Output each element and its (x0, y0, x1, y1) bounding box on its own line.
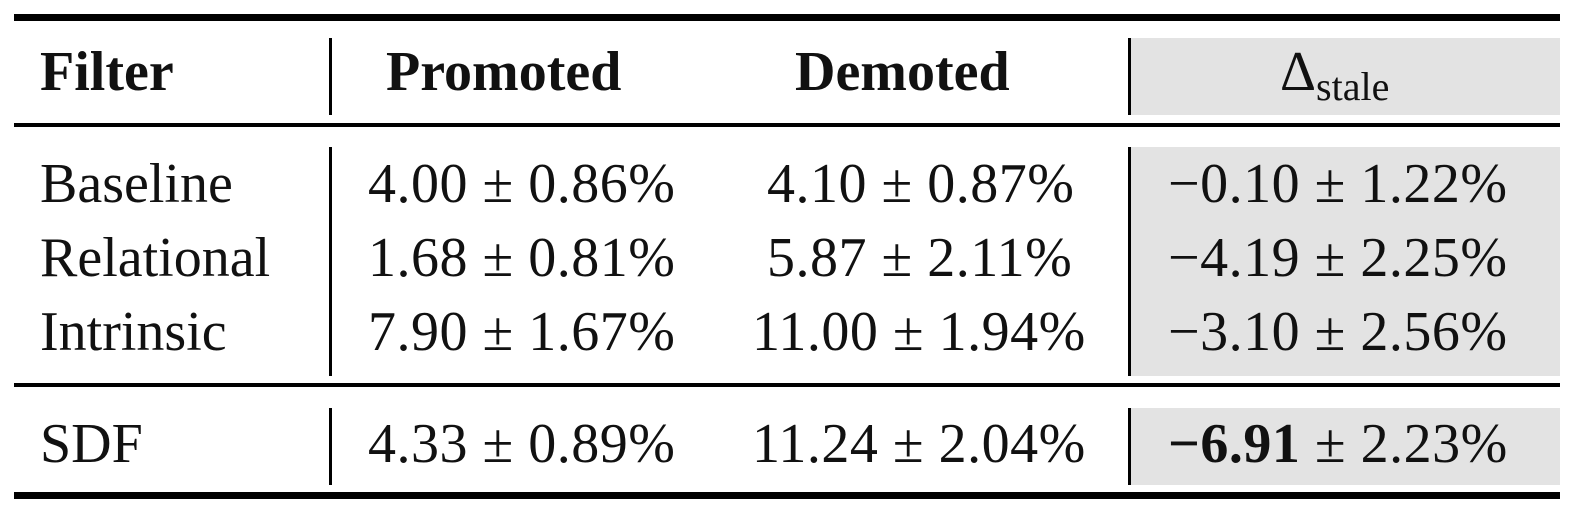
delta-body-shade (1131, 147, 1560, 376)
delta-subscript: stale (1316, 64, 1390, 109)
row-demoted: 4.10 ± 0.87% (767, 153, 1075, 215)
delta-final-shade (1131, 408, 1560, 485)
filter-column-separator (329, 408, 332, 485)
final-row-demoted: 11.24 ± 2.04% (752, 413, 1086, 475)
row-demoted: 11.00 ± 1.94% (752, 301, 1086, 363)
row-filter: Intrinsic (40, 301, 227, 363)
row-promoted: 1.68 ± 0.81% (368, 227, 676, 289)
header-rule (14, 123, 1560, 127)
final-row-filter: SDF (40, 413, 143, 475)
row-filter: Baseline (40, 153, 233, 215)
row-demoted: 5.87 ± 2.11% (767, 227, 1073, 289)
delta-column-separator (1128, 147, 1131, 376)
table-bottom-rule (14, 492, 1560, 499)
row-delta: −3.10 ± 2.56% (1168, 301, 1508, 363)
table-top-rule (14, 14, 1560, 21)
final-row-delta-error: ± 2.23% (1300, 413, 1508, 475)
row-filter: Relational (40, 227, 271, 289)
delta-header-shade (1131, 38, 1560, 115)
header-delta-stale: Δstale (1280, 44, 1389, 107)
section-rule (14, 383, 1560, 387)
final-row-promoted: 4.33 ± 0.89% (368, 413, 676, 475)
final-row-delta-value: −6.91 (1168, 413, 1301, 475)
final-row-delta: −6.91 ± 2.23% (1168, 416, 1508, 472)
row-delta: −0.10 ± 1.22% (1168, 153, 1508, 215)
delta-column-separator (1128, 38, 1131, 115)
row-promoted: 7.90 ± 1.67% (368, 301, 676, 363)
filter-column-separator (329, 38, 332, 115)
header-demoted: Demoted (795, 41, 1010, 103)
header-filter: Filter (40, 41, 174, 103)
row-delta: −4.19 ± 2.25% (1168, 227, 1508, 289)
delta-symbol: Δ (1280, 41, 1317, 103)
delta-column-separator (1128, 408, 1131, 485)
header-promoted: Promoted (386, 41, 622, 103)
row-promoted: 4.00 ± 0.86% (368, 153, 676, 215)
filter-column-separator (329, 147, 332, 376)
